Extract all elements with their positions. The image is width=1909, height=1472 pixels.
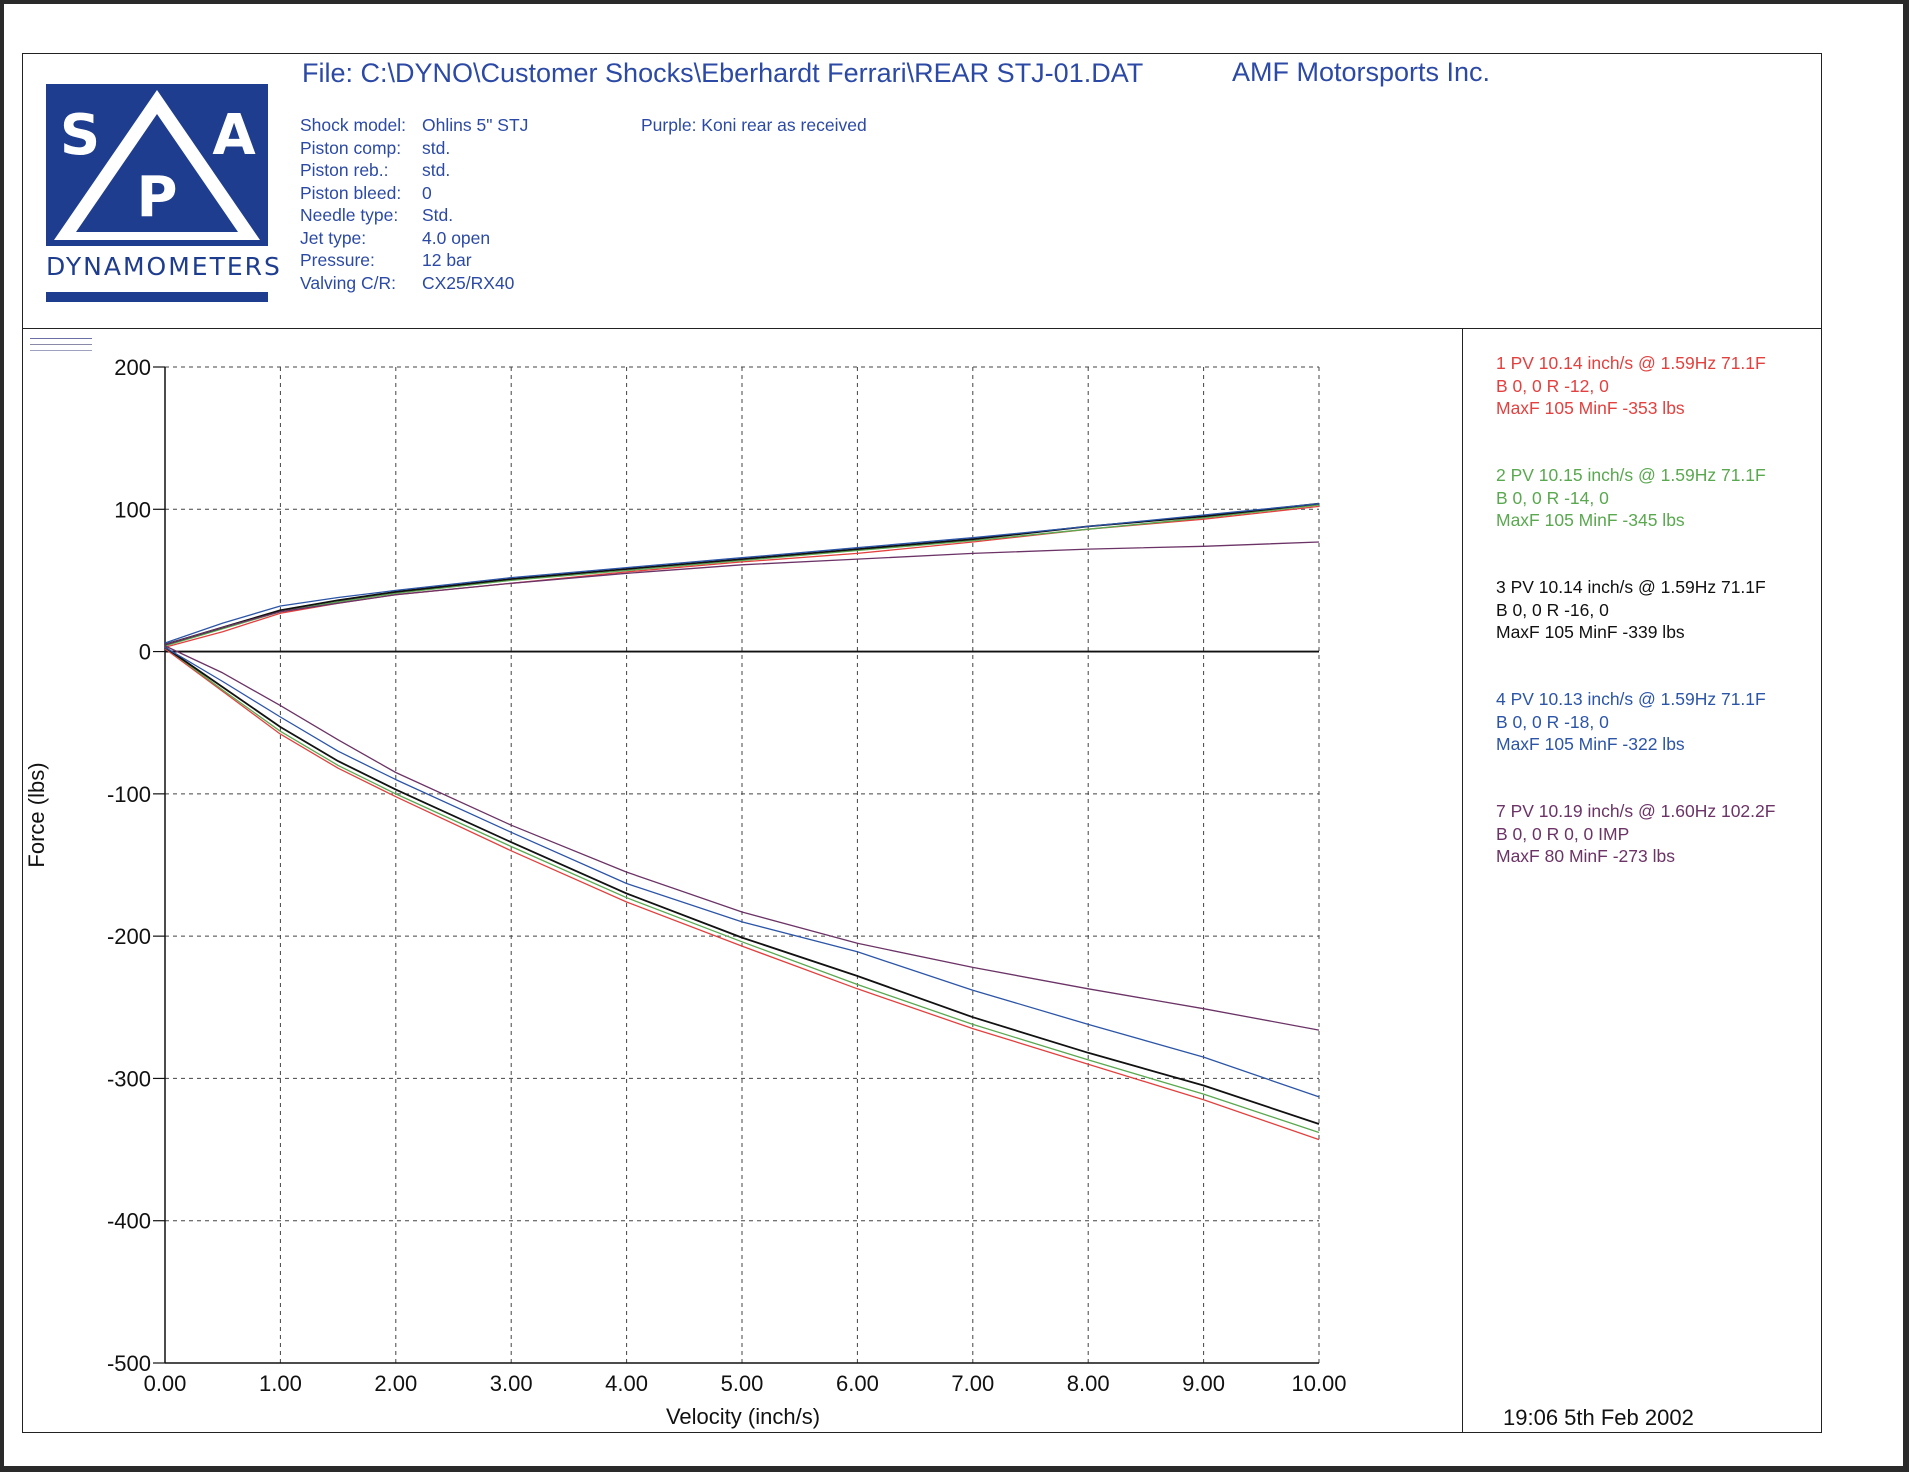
- series-5-compression-line: [164, 645, 1320, 1031]
- x-tick-label: 4.00: [605, 1371, 648, 1396]
- y-tick-label: -200: [107, 924, 151, 949]
- run-line-3: MaxF 105 MinF -345 lbs: [1496, 510, 1685, 530]
- x-tick-label: 10.00: [1291, 1371, 1346, 1396]
- x-tick-label: 2.00: [374, 1371, 417, 1396]
- spec-label: Shock model:: [300, 115, 407, 135]
- legend-swatch: [30, 344, 92, 345]
- x-tick-label: 1.00: [259, 1371, 302, 1396]
- x-tick-label: 9.00: [1182, 1371, 1225, 1396]
- spec-jet-type: Jet type: 4.0 open: [300, 227, 528, 250]
- x-tick-label: 7.00: [951, 1371, 994, 1396]
- x-tick-label: 0.00: [144, 1371, 187, 1396]
- spec-value: 0: [422, 182, 432, 203]
- chart-tick-labels: 0.00 1.00 2.00 3.00 4.00 5.00 6.00 7.00 8.00 9.00…: [107, 355, 1347, 1396]
- spec-label: Piston bleed:: [300, 182, 402, 203]
- run-line-3: MaxF 105 MinF -353 lbs: [1496, 398, 1685, 418]
- shock-specs: Shock model: Ohlins 5" STJ Piston comp: st…: [300, 114, 528, 294]
- series-1-compression-line: [164, 648, 1320, 1141]
- run-line-3: MaxF 105 MinF -322 lbs: [1496, 734, 1685, 754]
- run-line-2: B 0, 0 R -12, 0: [1496, 375, 1609, 396]
- run-line-1: 4 PV 10.13 inch/s @ 1.59Hz 71.1F: [1496, 689, 1766, 709]
- run-line-2: B 0, 0 R -16, 0: [1496, 599, 1609, 620]
- logo-letter-a: A: [212, 103, 256, 168]
- y-tick-label: -300: [107, 1066, 151, 1091]
- x-tick-label: 8.00: [1067, 1371, 1110, 1396]
- run-info-4: 4 PV 10.13 inch/s @ 1.59Hz 71.1F B 0, 0 …: [1496, 688, 1766, 756]
- y-tick-label: -100: [107, 782, 151, 807]
- y-tick-label: 200: [114, 355, 151, 380]
- spec-pressure: Pressure: 12 bar: [300, 249, 528, 272]
- x-axis-label: Velocity (inch/s): [666, 1404, 820, 1429]
- spec-value: std.: [422, 137, 451, 158]
- logo-caption: DYNAMOMETERS: [46, 252, 282, 281]
- x-tick-label: 3.00: [490, 1371, 533, 1396]
- file-title: File: C:\DYNO\Customer Shocks\Eberhardt …: [302, 58, 1144, 88]
- y-tick-label: -400: [107, 1209, 151, 1234]
- spec-label: Needle type:: [300, 205, 399, 225]
- x-tick-label: 6.00: [836, 1371, 879, 1396]
- series-3-compression-line: [164, 646, 1320, 1125]
- chart-grid: [165, 366, 1320, 1363]
- comparison-note: Purple: Koni rear as received: [641, 115, 867, 135]
- header-divider: [22, 328, 1822, 329]
- spec-value: 12 bar: [422, 250, 472, 270]
- spec-piston-reb: Piston reb.: std.: [300, 159, 528, 182]
- spec-value: 4.0 open: [422, 227, 491, 248]
- series-4-rebound-line: [164, 502, 1320, 644]
- spec-value: CX25/RX40: [422, 272, 515, 293]
- run-line-1: 2 PV 10.15 inch/s @ 1.59Hz 71.1F: [1496, 465, 1766, 485]
- run-line-2: B 0, 0 R 0, 0 IMP: [1496, 823, 1630, 844]
- legend-swatch: [30, 350, 92, 351]
- spec-shock-model: Shock model: Ohlins 5" STJ: [300, 114, 528, 137]
- run-line-1: 7 PV 10.19 inch/s @ 1.60Hz 102.2F: [1496, 801, 1776, 821]
- run-line-3: MaxF 105 MinF -339 lbs: [1496, 622, 1685, 642]
- run-info-2: 2 PV 10.15 inch/s @ 1.59Hz 71.1F B 0, 0 …: [1496, 464, 1766, 532]
- chart-curves: [164, 502, 1320, 1141]
- run-line-1: 3 PV 10.14 inch/s @ 1.59Hz 71.1F: [1496, 577, 1766, 597]
- logo-triangle-inner: [76, 114, 238, 232]
- run-info-7: 7 PV 10.19 inch/s @ 1.60Hz 102.2F B 0, 0…: [1496, 800, 1775, 868]
- spec-value: Ohlins 5" STJ: [422, 115, 529, 135]
- series-4-compression-line: [164, 646, 1320, 1098]
- spec-piston-bleed: Piston bleed: 0: [300, 182, 528, 205]
- spec-value: std.: [422, 160, 451, 180]
- chart-axes: [153, 366, 1319, 1364]
- spec-label: Valving C/R:: [300, 272, 396, 293]
- series-2-compression-line: [164, 646, 1320, 1134]
- run-line-2: B 0, 0 R -14, 0: [1496, 487, 1609, 508]
- y-tick-label: 100: [114, 497, 151, 522]
- spec-label: Piston comp:: [300, 137, 402, 158]
- force-velocity-chart: 0.00 1.00 2.00 3.00 4.00 5.00 6.00 7.00 8.00 9.00…: [24, 355, 1347, 1429]
- sidebar-divider: [1462, 328, 1463, 1433]
- spec-label: Jet type:: [300, 227, 367, 248]
- legend-swatch: [30, 338, 92, 339]
- spa-logo: S P A: [46, 84, 268, 246]
- x-tick-label: 5.00: [721, 1371, 764, 1396]
- logo-underline: [46, 292, 268, 302]
- logo-letter-p: P: [136, 165, 177, 230]
- y-tick-label: -500: [107, 1351, 151, 1376]
- run-line-1: 1 PV 10.14 inch/s @ 1.59Hz 71.1F: [1496, 353, 1766, 373]
- spec-label: Pressure:: [300, 250, 375, 270]
- run-info-3: 3 PV 10.14 inch/s @ 1.59Hz 71.1F B 0, 0 …: [1496, 576, 1766, 644]
- test-datestamp: 19:06 5th Feb 2002: [1503, 1405, 1694, 1430]
- logo-letter-s: S: [60, 103, 100, 168]
- spec-valving: Valving C/R: CX25/RX40: [300, 272, 528, 295]
- series-5-rebound-line: [164, 541, 1320, 646]
- run-line-3: MaxF 80 MinF -273 lbs: [1496, 846, 1675, 866]
- spec-label: Piston reb.:: [300, 160, 389, 180]
- spec-needle-type: Needle type: Std.: [300, 204, 528, 227]
- run-info-1: 1 PV 10.14 inch/s @ 1.59Hz 71.1F B 0, 0 …: [1496, 352, 1766, 420]
- report-frame: [22, 53, 1822, 1433]
- spec-piston-comp: Piston comp: std.: [300, 137, 528, 160]
- company-name: AMF Motorsports Inc.: [1232, 57, 1491, 87]
- run-line-2: B 0, 0 R -18, 0: [1496, 711, 1609, 732]
- spec-value: Std.: [422, 205, 454, 225]
- y-tick-label: 0: [139, 640, 151, 665]
- y-axis-label: Force (lbs): [24, 762, 49, 867]
